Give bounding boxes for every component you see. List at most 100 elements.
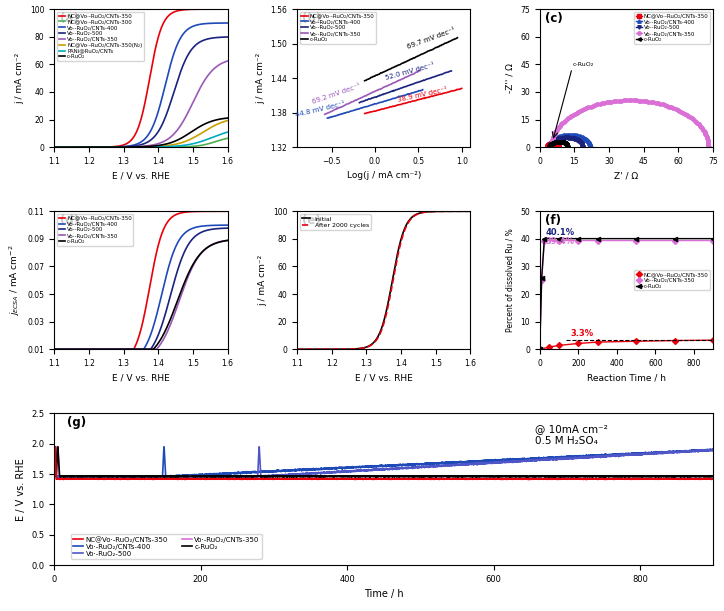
Vo·-RuO₂/CNTs-400 — [418, 86, 427, 93]
Vo·-RuO₂/CNTs-400 — [71, 144, 80, 151]
NC@Vo·-RuO₂/CNTs-350 — [479, 475, 487, 483]
c-RuO₂ — [380, 68, 389, 75]
Vo·-RuO₂-500 — [175, 71, 184, 79]
Vo·-RuO₂-500 — [380, 90, 389, 97]
NC@Vo·-RuO₂/CNTs-350 — [106, 143, 115, 150]
NC@Vo·-RuO₂/CNTs-350 — [119, 346, 127, 353]
Vo·-RuO₂/CNTs-350 — [702, 133, 711, 141]
Vo·-RuO₂/CNTs-350 — [555, 237, 563, 244]
Vo·-RuO₂/CNTs-350 — [175, 296, 184, 304]
Vo·-RuO₂/CNTs-350 — [235, 473, 243, 480]
Vo·-RuO₂-500 — [550, 137, 559, 144]
NC@Vo·-RuO₂/CNTs-300 — [223, 134, 232, 142]
Vo·-RuO₂/CNTs-350 — [593, 237, 602, 244]
Vo·-RuO₂/CNTs-350 — [223, 57, 232, 65]
NC@Vo·-RuO₂/CNTs-350 — [458, 85, 466, 92]
NC@Vo·-RuO₂/CNTs-350 — [536, 346, 544, 353]
NC@Vo·-RuO₂/CNTs-300 — [71, 144, 80, 151]
Vo·-RuO₂/CNTs-400 — [50, 473, 59, 480]
Vo·-RuO₂/CNTs-350 — [704, 137, 712, 145]
Y-axis label: j / mA cm⁻²: j / mA cm⁻² — [15, 53, 25, 104]
After 2000 cycles — [402, 223, 411, 230]
After 2000 cycles — [418, 209, 426, 216]
Line: Vo·-RuO₂/CNTs-400: Vo·-RuO₂/CNTs-400 — [54, 225, 227, 349]
Vo·-RuO₂/CNTs-350 — [159, 138, 168, 145]
NC@Vo·-RuO₂/CNTs-350(N₂) — [175, 140, 184, 147]
Text: 39.4%: 39.4% — [545, 236, 574, 246]
c-RuO₂ — [547, 140, 556, 147]
Vo·-RuO₂/CNTs-400 — [567, 131, 576, 139]
NC@Vo·-RuO₂/CNTs-350 — [550, 141, 559, 148]
Line: c-RuO₂: c-RuO₂ — [54, 447, 713, 477]
PANi@RuO₂/CNTs — [106, 144, 115, 151]
Vo·-RuO₂/CNTs-400 — [50, 144, 59, 151]
Text: 69.7 mV dec⁻¹: 69.7 mV dec⁻¹ — [407, 27, 456, 50]
PANi@RuO₂/CNTs — [159, 143, 168, 150]
c-RuO₂ — [50, 144, 59, 151]
NC@Vo·-RuO₂/CNTs-350 — [593, 338, 602, 346]
Vo·-RuO₂/CNTs-400 — [399, 92, 408, 99]
c-RuO₂ — [106, 346, 115, 353]
Vo·-RuO₂/CNTs-400 — [324, 114, 332, 122]
Vo·-RuO₂/CNTs-400 — [586, 144, 595, 151]
Legend: NC@Vo·-RuO₂/CNTs-350, NC@Vo·-RuO₂/CNTs-300, Vo·-RuO₂/CNTs-400, Vo·-RuO₂-500, Vo·: NC@Vo·-RuO₂/CNTs-350, NC@Vo·-RuO₂/CNTs-3… — [57, 12, 144, 61]
Vo·-RuO₂-500 — [568, 134, 576, 142]
NC@Vo·-RuO₂/CNTs-350 — [50, 475, 59, 483]
Vo·-RuO₂/CNTs-400 — [376, 98, 385, 106]
Vo·-RuO₂/CNTs-400 — [548, 136, 557, 144]
Vo·-RuO₂-500 — [50, 144, 59, 151]
Vo·-RuO₂/CNTs-350 — [175, 123, 184, 131]
NC@Vo·-RuO₂/CNTs-350 — [555, 342, 563, 349]
Vo·-RuO₂/CNTs-400 — [71, 346, 80, 353]
Vo·-RuO₂/CNTs-400 — [106, 144, 115, 151]
Vo·-RuO₂/CNTs-350 — [159, 336, 168, 343]
c-RuO₂ — [593, 235, 602, 243]
c-RuO₂ — [50, 473, 59, 480]
Vo·-RuO₂-500 — [50, 473, 59, 480]
After 2000 cycles — [418, 209, 427, 216]
Vo·-RuO₂/CNTs-350 — [223, 236, 232, 244]
Vo·-RuO₂/CNTs-350 — [574, 237, 583, 244]
Text: (c): (c) — [545, 12, 563, 25]
NC@Vo·-RuO₂/CNTs-300 — [175, 144, 184, 151]
NC@Vo·-RuO₂/CNTs-350 — [545, 343, 554, 351]
Vo·-RuO₂/CNTs-350 — [106, 144, 115, 151]
NC@Vo·-RuO₂/CNTs-350(N₂) — [50, 144, 59, 151]
c-RuO₂ — [540, 235, 549, 243]
Vo·-RuO₂/CNTs-350 — [50, 346, 59, 353]
Vo·-RuO₂-500 — [119, 143, 127, 150]
Text: 38.9 mV dec⁻¹: 38.9 mV dec⁻¹ — [397, 87, 448, 103]
Vo·-RuO₂/CNTs-350 — [537, 277, 546, 284]
Vo·-RuO₂/CNTs-350 — [302, 472, 311, 480]
Vo·-RuO₂/CNTs-400 — [344, 109, 353, 116]
Vo·-RuO₂/CNTs-350 — [704, 144, 713, 151]
NC@Vo·-RuO₂/CNTs-350 — [51, 443, 59, 450]
Text: 3.3%: 3.3% — [571, 329, 594, 338]
c-RuO₂ — [424, 47, 433, 54]
Line: NC@Vo·-RuO₂/CNTs-300: NC@Vo·-RuO₂/CNTs-300 — [54, 138, 227, 147]
c-RuO₂ — [385, 65, 394, 73]
X-axis label: Reaction Time / h: Reaction Time / h — [587, 373, 666, 382]
Vo·-RuO₂-500 — [578, 144, 587, 151]
c-RuO₂ — [223, 237, 232, 244]
Y-axis label: j / mA cm⁻²: j / mA cm⁻² — [258, 255, 267, 306]
Line: Vo·-RuO₂-500: Vo·-RuO₂-500 — [54, 37, 227, 147]
Vo·-RuO₂-500 — [549, 138, 557, 145]
NC@Vo·-RuO₂/CNTs-350 — [427, 92, 436, 100]
Vo·-RuO₂/CNTs-400 — [572, 132, 581, 139]
Line: NC@Vo·-RuO₂/CNTs-350: NC@Vo·-RuO₂/CNTs-350 — [546, 142, 560, 149]
Vo·-RuO₂-500 — [355, 99, 363, 106]
c-RuO₂ — [554, 138, 563, 145]
PANi@RuO₂/CNTs — [71, 144, 80, 151]
Initial — [349, 345, 358, 353]
Vo·-RuO₂/CNTs-350 — [561, 117, 570, 124]
Vo·-RuO₂/CNTs-400 — [162, 474, 171, 481]
c-RuO₂ — [547, 141, 555, 148]
NC@Vo·-RuO₂/CNTs-350 — [119, 142, 127, 149]
Vo·-RuO₂/CNTs-400 — [159, 284, 168, 291]
PANi@RuO₂/CNTs — [50, 144, 59, 151]
Vo·-RuO₂-500 — [50, 346, 59, 353]
Vo·-RuO₂/CNTs-400 — [51, 443, 59, 450]
c-RuO₂ — [445, 472, 454, 480]
c-RuO₂ — [453, 34, 462, 42]
